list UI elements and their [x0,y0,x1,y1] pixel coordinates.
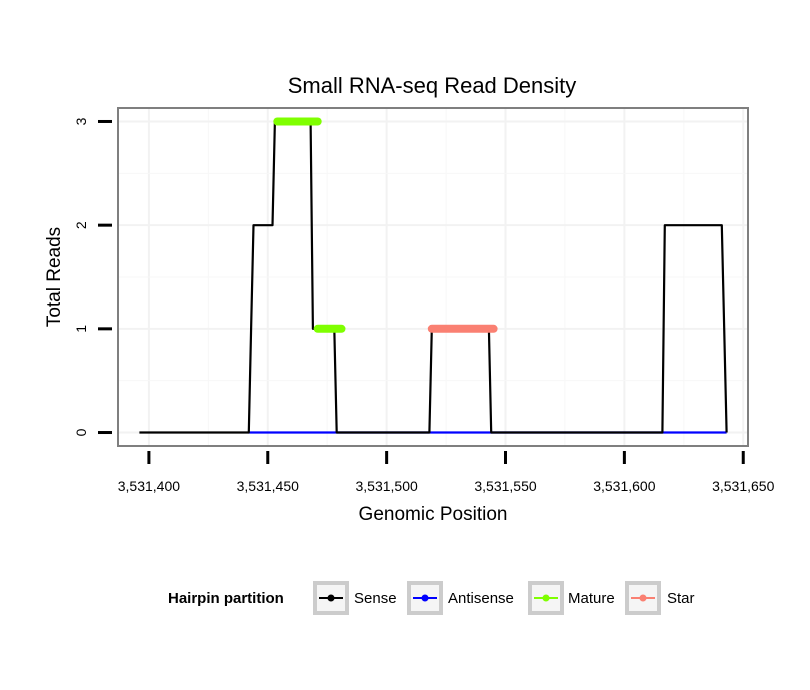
grid-lines [119,109,747,445]
legend-item-mature: Mature [528,581,615,615]
legend-item-antisense: Antisense [407,581,514,615]
legend-key-point [421,594,429,602]
x-axis-title: Genomic Position [359,504,508,525]
x-tick-label: 3,531,500 [355,478,417,494]
x-tick-label: 3,531,450 [237,478,299,494]
legend-title: Hairpin partition [168,590,284,607]
legend-item-star: Star [625,581,695,615]
legend-item-sense: Sense [313,581,397,615]
y-tick-label: 3 [73,117,89,125]
x-tick-label: 3,531,550 [474,478,536,494]
legend-key-point [327,594,335,602]
legend-label: Mature [568,590,615,607]
legend-label: Sense [354,590,397,607]
partition-highlights [273,117,498,333]
sense-line [139,120,728,434]
y-tick-label: 1 [73,325,89,333]
x-tick-label: 3,531,650 [712,478,774,494]
legend-key-point [542,594,550,602]
sense-series [139,120,728,434]
legend-label: Antisense [448,590,514,607]
chart-title: Small RNA-seq Read Density [288,73,577,98]
y-axis-title: Total Reads [44,227,65,327]
legend-key-point [639,594,647,602]
x-axis: 3,531,400 3,531,450 3,531,500 3,531,550 3,53… [118,451,775,494]
y-axis: 0 1 2 3 [73,117,112,436]
x-tick-label: 3,531,600 [593,478,655,494]
legend-label: Star [667,590,695,607]
y-tick-label: 0 [73,428,89,436]
legend: Hairpin partition Sense Antisense Mature St… [168,581,695,615]
x-tick-label: 3,531,400 [118,478,180,494]
y-tick-label: 2 [73,221,89,229]
